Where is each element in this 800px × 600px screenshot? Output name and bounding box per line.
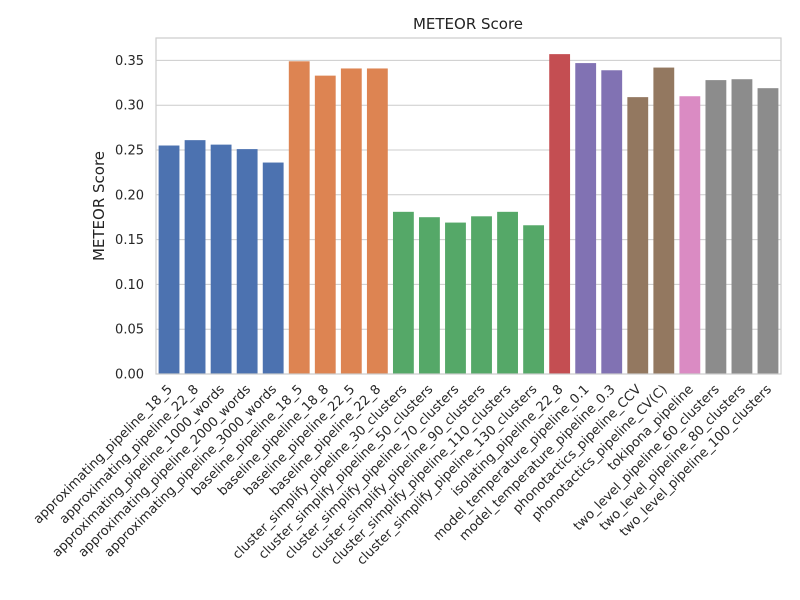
chart-title: METEOR Score — [413, 15, 523, 33]
bar — [523, 225, 545, 374]
x-axis-ticks: approximating_pipeline_18_5approximating… — [31, 382, 775, 568]
bar — [340, 68, 362, 375]
y-tick-label: 0.30 — [115, 99, 144, 114]
y-axis-ticks: 0.00 0.05 0.10 0.15 0.20 0.25 0.30 0.35 — [115, 54, 144, 383]
y-tick-label: 0.20 — [115, 188, 144, 203]
bar — [471, 216, 492, 374]
bar — [601, 70, 623, 375]
bar — [445, 222, 466, 374]
bar — [288, 61, 310, 375]
y-tick-label: 0.00 — [115, 368, 144, 383]
bar — [158, 145, 180, 374]
bar — [627, 97, 649, 375]
plot-frame — [155, 37, 782, 375]
y-tick-label: 0.05 — [115, 323, 144, 338]
y-tick-label: 0.35 — [115, 54, 144, 69]
y-tick-label: 0.25 — [115, 144, 144, 159]
bar — [731, 79, 753, 374]
y-tick-label: 0.10 — [115, 278, 144, 293]
y-axis-label: METEOR Score — [90, 151, 108, 261]
bar — [705, 80, 727, 374]
bar — [392, 211, 414, 374]
bars — [158, 54, 779, 375]
bar — [757, 88, 779, 375]
y-tick-label: 0.15 — [115, 233, 144, 248]
bar — [210, 144, 232, 374]
bar — [184, 140, 206, 374]
bar — [314, 75, 336, 374]
bar — [497, 211, 518, 374]
bar — [366, 68, 388, 375]
bar — [549, 54, 571, 375]
bar — [262, 162, 284, 374]
bar — [653, 67, 675, 375]
bar — [679, 96, 701, 375]
bar — [575, 63, 597, 374]
bar — [419, 217, 440, 374]
bar — [236, 149, 258, 374]
gridlines — [156, 59, 781, 375]
